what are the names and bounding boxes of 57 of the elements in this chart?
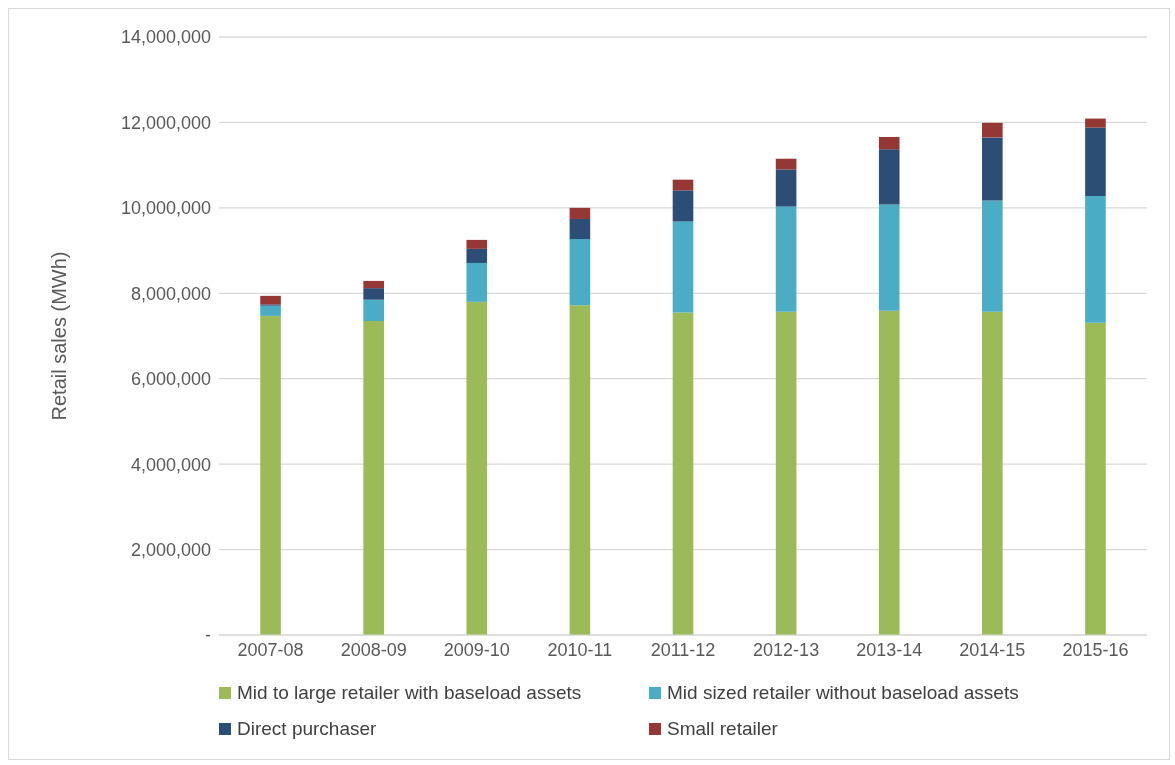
x-tick-label: 2007-08 <box>237 639 304 660</box>
bar <box>466 248 488 263</box>
y-tick-label: 14,000,000 <box>120 27 211 48</box>
bar <box>1085 195 1106 323</box>
legend-label: Mid to large retailer with baseload assets <box>237 682 582 704</box>
bar <box>982 122 1003 138</box>
x-tick-label: 2009-10 <box>443 639 510 660</box>
y-tick-label: 6,000,000 <box>130 369 211 390</box>
bar <box>466 239 488 249</box>
bar <box>466 301 488 635</box>
bar <box>363 299 384 322</box>
legend-label: Mid sized retailer without baseload assets <box>667 682 1019 704</box>
bar <box>1085 118 1106 128</box>
bar <box>878 310 900 635</box>
bar <box>569 305 591 635</box>
y-tick-label: 4,000,000 <box>130 454 211 475</box>
bar <box>569 218 591 240</box>
y-tick-label: 10,000,000 <box>120 198 211 219</box>
bar <box>775 206 797 312</box>
bar <box>982 311 1003 635</box>
x-tick-label: 2010-11 <box>547 639 613 660</box>
bar <box>569 207 591 219</box>
bar <box>672 312 694 635</box>
bar <box>363 280 384 289</box>
x-tick-label: 2013-14 <box>856 639 923 660</box>
bar <box>982 137 1003 201</box>
bar <box>672 179 694 191</box>
x-tick-label: 2014-15 <box>959 639 1026 660</box>
x-tick-label: 2012-13 <box>753 639 820 660</box>
bar <box>672 190 694 222</box>
y-tick-label: - <box>205 625 211 646</box>
y-axis-title: Retail sales (MWh) <box>48 251 71 421</box>
bar <box>775 158 797 170</box>
legend-label: Direct purchaser <box>237 718 377 740</box>
bar <box>672 221 694 313</box>
y-tick-label: 12,000,000 <box>120 112 211 133</box>
y-tick-label: 8,000,000 <box>130 283 211 304</box>
bar <box>1085 322 1106 635</box>
x-tick-label: 2015-16 <box>1062 639 1129 660</box>
legend-label: Small retailer <box>667 718 778 740</box>
bar <box>982 200 1003 312</box>
bar <box>363 321 384 635</box>
bar <box>260 315 281 635</box>
x-tick-label: 2008-09 <box>340 639 407 660</box>
bar <box>466 262 488 302</box>
bar <box>878 136 900 150</box>
bar <box>260 295 281 305</box>
x-tick-label: 2011-12 <box>650 639 716 660</box>
bar <box>1085 127 1106 196</box>
bar <box>878 149 900 205</box>
bar <box>363 288 384 300</box>
bar <box>260 305 281 316</box>
bar <box>775 311 797 635</box>
bar <box>878 204 900 311</box>
bar <box>569 239 591 306</box>
y-tick-label: 2,000,000 <box>130 539 211 560</box>
bar <box>775 169 797 207</box>
